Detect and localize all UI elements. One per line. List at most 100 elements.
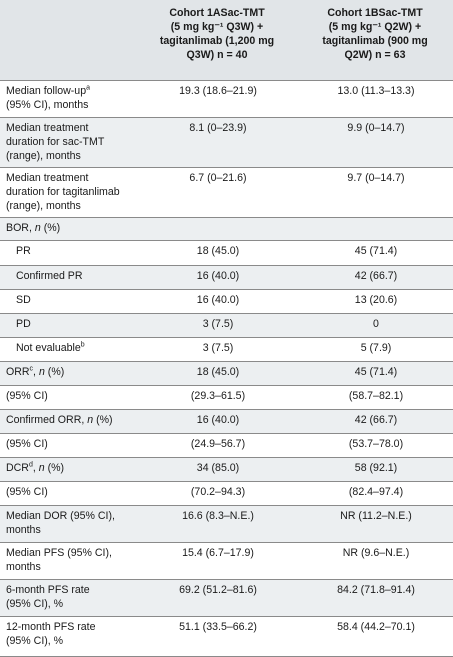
table-row: Not evaluableb 3 (7.5) 5 (7.9) — [0, 336, 453, 361]
cohort-1a-value: 19.3 (18.6–21.9) — [137, 79, 297, 117]
table-row: (95% CI) (29.3–61.5) (58.7–82.1) — [0, 384, 453, 409]
row-label-text: PD — [16, 317, 31, 330]
cohort-1a-value: 16 (40.0) — [137, 408, 297, 433]
row-label-text: Not evaluable — [16, 341, 81, 354]
row-label-text: Confirmed PR — [16, 269, 83, 282]
cohort-1b-value: (53.7–78.0) — [297, 432, 453, 457]
row-label: Confirmed PR — [0, 264, 137, 289]
cohort-1b-value: NR (11.2–N.E.) — [297, 504, 453, 542]
row-label-continued: months — [6, 523, 41, 536]
header-blank-cell — [0, 0, 137, 80]
row-label-suffix: , n (%) — [33, 365, 65, 378]
row-label: Confirmed ORR, n (%) — [0, 408, 137, 433]
footnote-marker: b — [80, 340, 85, 348]
cohort-1a-value: 16 (40.0) — [137, 264, 297, 289]
cohort-1a-value: 6.7 (0–21.6) — [137, 166, 297, 217]
header-cohort-1a-line-2: (5 mg kg⁻¹ Q3W) + — [170, 21, 264, 33]
row-label-continued: duration for sac-TMT (range), months — [6, 135, 105, 162]
cohort-1b-value: 5 (7.9) — [297, 336, 453, 361]
row-label-continued: months — [6, 560, 41, 573]
cohort-1a-value: 51.1 (33.5–66.2) — [137, 615, 297, 657]
cohort-1b-value: 13.0 (11.3–13.3) — [297, 79, 453, 117]
row-label-text: Median DOR (95% CI), — [6, 509, 115, 522]
footnote-marker: a — [86, 83, 90, 91]
cohort-1a-value: (29.3–61.5) — [137, 384, 297, 409]
table-row: Confirmed ORR, n (%) 16 (40.0) 42 (66.7) — [0, 408, 453, 433]
cohort-1a-value: 15.4 (6.7–17.9) — [137, 541, 297, 579]
row-label-text: 6-month PFS rate — [6, 583, 90, 596]
row-label-text: DCR — [6, 461, 29, 474]
row-label: Median treatment duration for sac-TMT (ra… — [0, 116, 137, 167]
row-label: (95% CI) — [0, 432, 137, 457]
row-label: Median PFS (95% CI), months — [0, 541, 137, 579]
cohort-1a-value — [137, 216, 297, 240]
row-label: Not evaluableb — [0, 336, 137, 361]
cohort-1b-value: 45 (71.4) — [297, 360, 453, 385]
header-cohort-1a: Cohort 1ASac-TMT (5 mg kg⁻¹ Q3W) + tagit… — [137, 0, 297, 80]
row-label: 6-month PFS rate (95% CI), % — [0, 578, 137, 616]
row-label-text: SD — [16, 293, 31, 306]
row-label-text: PR — [16, 244, 31, 257]
row-label-continued: (95% CI), months — [6, 98, 89, 111]
cohort-1b-value: NR (9.6–N.E.) — [297, 541, 453, 579]
table-header-row: Cohort 1ASac-TMT (5 mg kg⁻¹ Q3W) + tagit… — [0, 0, 453, 80]
cohort-1a-value: (24.9–56.7) — [137, 432, 297, 457]
row-label: PD — [0, 312, 137, 337]
table-row: 6-month PFS rate (95% CI), % 69.2 (51.2–81… — [0, 578, 453, 616]
row-label: Median follow-upa (95% CI), months — [0, 79, 137, 117]
cohort-1b-value: 45 (71.4) — [297, 239, 453, 265]
row-label: 12-month PFS rate (95% CI), % — [0, 615, 137, 657]
row-label-text: (95% CI) — [6, 485, 48, 498]
table-row: 12-month PFS rate (95% CI), % 51.1 (33.5–6… — [0, 615, 453, 657]
cohort-1b-value: 0 — [297, 312, 453, 337]
cohort-1a-value: 16 (40.0) — [137, 288, 297, 313]
table-row: Median treatment duration for sac-TMT (ra… — [0, 116, 453, 167]
cohort-1a-value: 16.6 (8.3–N.E.) — [137, 504, 297, 542]
table-row: (95% CI) (70.2–94.3) (82.4–97.4) — [0, 480, 453, 505]
header-cohort-1a-line-4: Q3W) n = 40 — [186, 49, 248, 61]
table-row: Median follow-upa (95% CI), months 19.3 (1… — [0, 79, 453, 117]
cohort-1a-value: 3 (7.5) — [137, 312, 297, 337]
cohort-1b-value: (82.4–97.4) — [297, 480, 453, 505]
cohort-1b-value: 9.9 (0–14.7) — [297, 116, 453, 167]
table-row: DCRd, n (%) 34 (85.0) 58 (92.1) — [0, 456, 453, 481]
row-label-text: (95% CI) — [6, 389, 48, 402]
row-label-continued: (95% CI), % — [6, 597, 64, 610]
table-body: Median follow-upa (95% CI), months 19.3 (1… — [0, 79, 453, 657]
row-label-suffix: , n (%) — [32, 461, 65, 474]
cohort-1a-value: 34 (85.0) — [137, 456, 297, 481]
row-label: DCRd, n (%) — [0, 456, 137, 481]
table-row: Median DOR (95% CI), months 16.6 (8.3–N.E.… — [0, 504, 453, 542]
row-label-text: ORR — [6, 365, 30, 378]
table-row: PR 18 (45.0) 45 (71.4) — [0, 239, 453, 265]
row-label-text: Median PFS (95% CI), — [6, 546, 112, 559]
table-row: PD 3 (7.5) 0 — [0, 312, 453, 337]
table-row: Median PFS (95% CI), months 15.4 (6.7–17.9… — [0, 541, 453, 579]
header-cohort-1a-line-1: Cohort 1ASac-TMT — [169, 7, 265, 19]
cohort-1b-value — [297, 216, 453, 240]
header-cohort-1b-line-2: (5 mg kg⁻¹ Q2W) + — [328, 21, 422, 33]
cohort-1a-value: 18 (45.0) — [137, 239, 297, 265]
row-label: (95% CI) — [0, 384, 137, 409]
header-cohort-1b-line-3: tagitanlimab (900 mg — [322, 35, 428, 47]
cohort-1b-value: (58.7–82.1) — [297, 384, 453, 409]
row-label-text: Median treatment — [6, 171, 89, 184]
row-label-text: (95% CI) — [6, 437, 48, 450]
cohort-1a-value: 8.1 (0–23.9) — [137, 116, 297, 167]
row-label: PR — [0, 239, 137, 265]
header-cohort-1b-line-4: Q2W) n = 63 — [344, 49, 406, 61]
footnote-marker: c — [29, 364, 34, 372]
cohort-1a-value: (70.2–94.3) — [137, 480, 297, 505]
header-cohort-1a-line-3: tagitanlimab (1,200 mg — [159, 35, 275, 47]
row-label: Median DOR (95% CI), months — [0, 504, 137, 542]
cohort-1a-value: 69.2 (51.2–81.6) — [137, 578, 297, 616]
table-row: Median treatment duration for tagitanlima… — [0, 166, 453, 217]
cohort-1b-value: 58 (92.1) — [297, 456, 453, 481]
row-label: Median treatment duration for tagitanlima… — [0, 166, 137, 217]
row-label-text: Median treatment — [6, 121, 89, 134]
table-row: Confirmed PR 16 (40.0) 42 (66.7) — [0, 264, 453, 289]
footnote-marker: d — [28, 460, 33, 468]
table-row: BOR, n (%) — [0, 216, 453, 240]
cohort-1b-value: 42 (66.7) — [297, 264, 453, 289]
row-label: ORRc, n (%) — [0, 360, 137, 385]
